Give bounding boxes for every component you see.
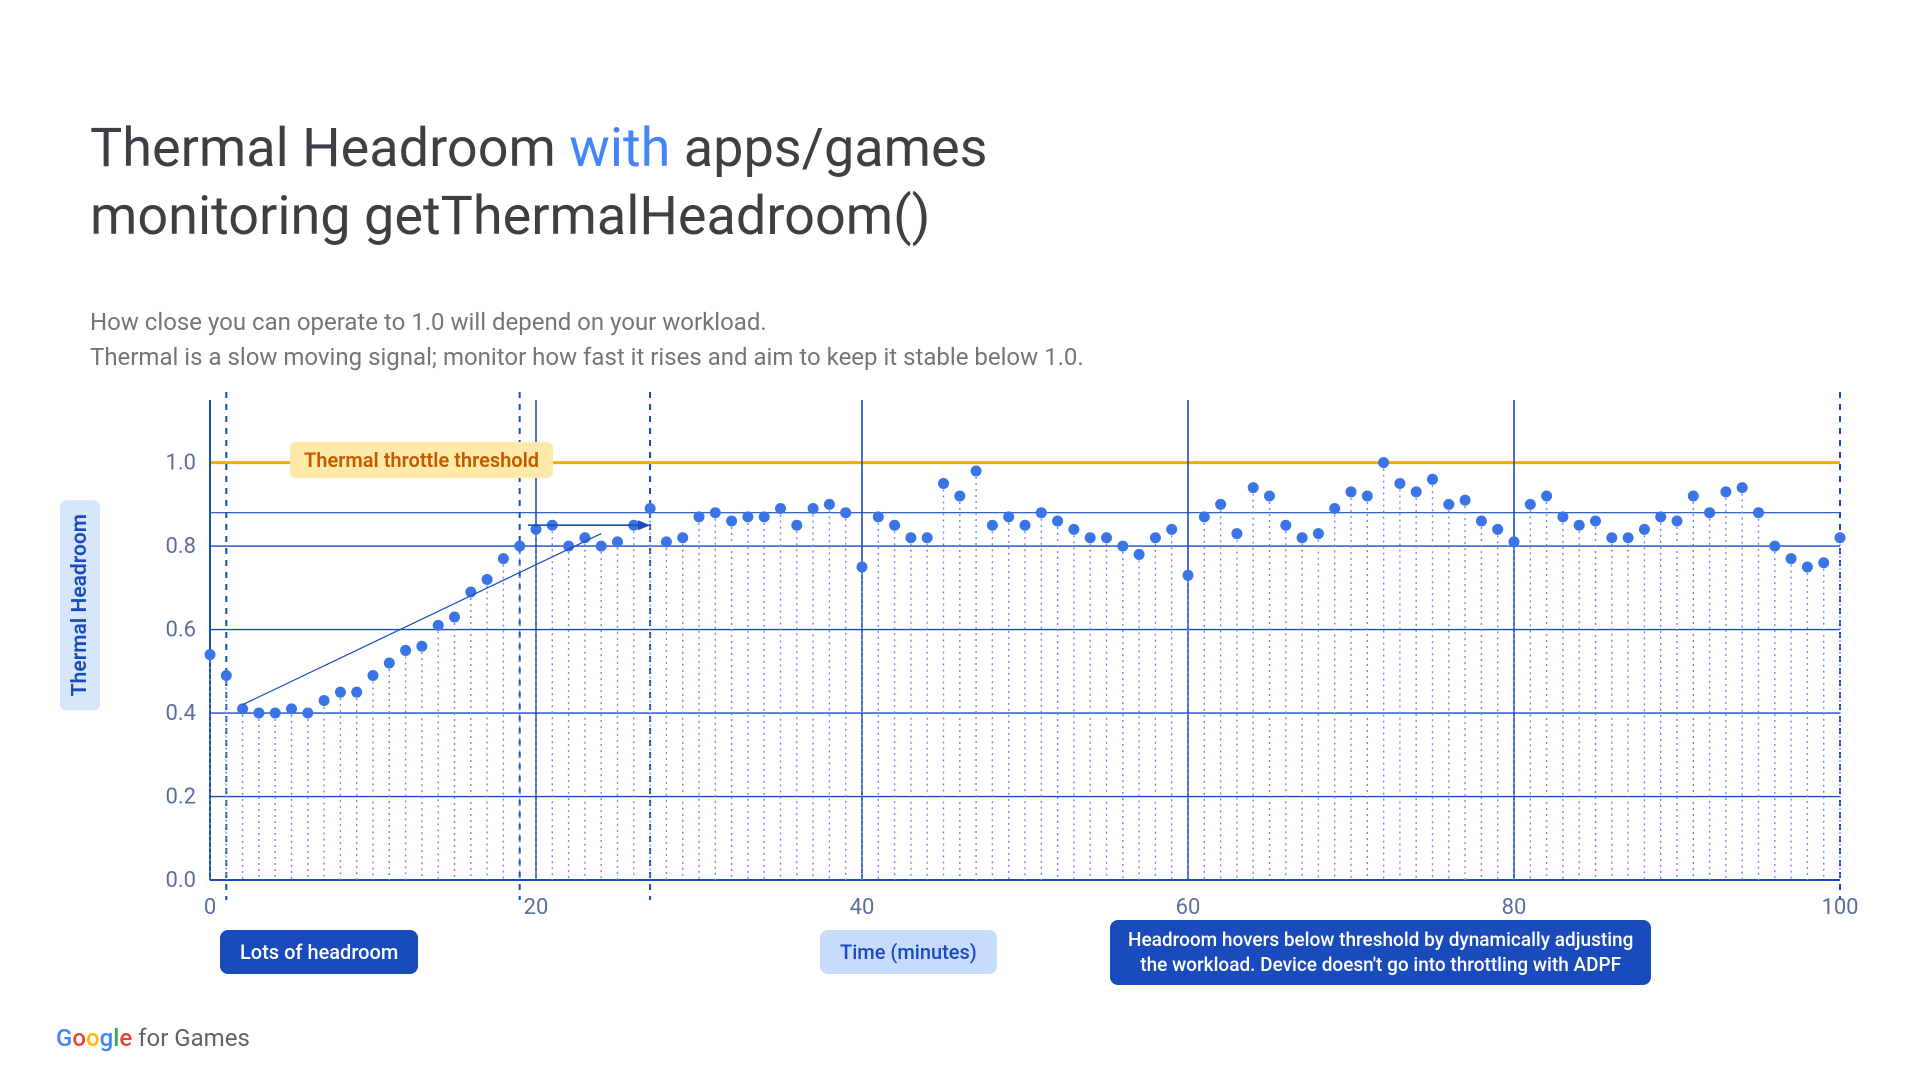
- svg-text:0.4: 0.4: [165, 701, 196, 726]
- svg-text:0.0: 0.0: [165, 868, 196, 893]
- y-axis-label: Thermal Headroom: [60, 500, 100, 710]
- svg-text:1.0: 1.0: [165, 451, 196, 476]
- svg-text:60: 60: [1176, 895, 1201, 920]
- svg-text:0.2: 0.2: [165, 785, 196, 810]
- svg-text:0.8: 0.8: [165, 534, 196, 559]
- badge-explanation: Headroom hovers below threshold by dynam…: [1110, 920, 1651, 985]
- slide-subtitle: How close you can operate to 1.0 will de…: [90, 305, 1084, 375]
- badge-time-axis: Time (minutes): [820, 930, 997, 974]
- chart-container: Thermal Headroom Thermal throttle thresh…: [100, 390, 1860, 950]
- slide-title: Thermal Headroom with apps/games monitor…: [90, 115, 988, 250]
- svg-text:40: 40: [850, 895, 875, 920]
- threshold-label: Thermal throttle threshold: [290, 442, 553, 478]
- svg-text:80: 80: [1502, 895, 1527, 920]
- title-pre: Thermal Headroom: [90, 117, 569, 180]
- title-accent: with: [569, 117, 670, 180]
- svg-text:100: 100: [1821, 895, 1858, 920]
- google-for-games-logo: Google for Games: [56, 1024, 250, 1052]
- badge-lots-of-headroom: Lots of headroom: [220, 930, 418, 974]
- svg-text:20: 20: [524, 895, 549, 920]
- svg-text:0.6: 0.6: [165, 618, 196, 643]
- logo-suffix: for Games: [132, 1024, 250, 1052]
- svg-text:0: 0: [204, 895, 216, 920]
